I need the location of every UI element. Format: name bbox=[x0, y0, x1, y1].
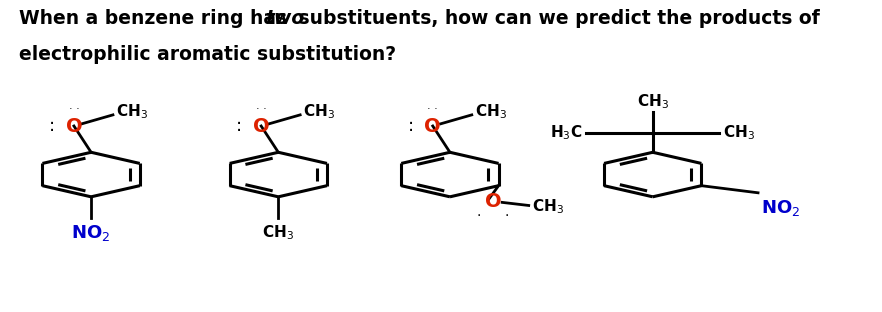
Text: When a benzene ring has: When a benzene ring has bbox=[19, 9, 293, 28]
Text: O: O bbox=[484, 192, 501, 211]
Text: CH$_3$: CH$_3$ bbox=[637, 92, 669, 111]
Text: NO$_2$: NO$_2$ bbox=[71, 223, 111, 243]
Text: substituents, how can we predict the products of: substituents, how can we predict the pro… bbox=[292, 9, 820, 28]
Text: NO$_2$: NO$_2$ bbox=[761, 198, 801, 218]
Text: CH$_3$: CH$_3$ bbox=[303, 102, 335, 121]
Text: :: : bbox=[236, 117, 243, 135]
Text: · ·: · · bbox=[428, 104, 438, 114]
Text: CH$_3$: CH$_3$ bbox=[475, 102, 507, 121]
Text: O: O bbox=[424, 116, 441, 135]
Text: · ·: · · bbox=[256, 104, 266, 114]
Text: ·: · bbox=[476, 209, 481, 223]
Text: O: O bbox=[253, 116, 270, 135]
Text: two: two bbox=[265, 9, 304, 28]
Text: CH$_3$: CH$_3$ bbox=[723, 124, 755, 143]
Text: ·: · bbox=[505, 209, 509, 223]
Text: CH$_3$: CH$_3$ bbox=[262, 223, 295, 242]
Text: H$_3$C: H$_3$C bbox=[550, 124, 582, 143]
Text: CH$_3$: CH$_3$ bbox=[532, 198, 564, 216]
Text: · ·: · · bbox=[69, 104, 79, 114]
Text: :: : bbox=[49, 117, 56, 135]
Text: electrophilic aromatic substitution?: electrophilic aromatic substitution? bbox=[19, 45, 396, 64]
Text: CH$_3$: CH$_3$ bbox=[116, 102, 148, 121]
Text: :: : bbox=[407, 117, 414, 135]
Text: O: O bbox=[65, 116, 82, 135]
